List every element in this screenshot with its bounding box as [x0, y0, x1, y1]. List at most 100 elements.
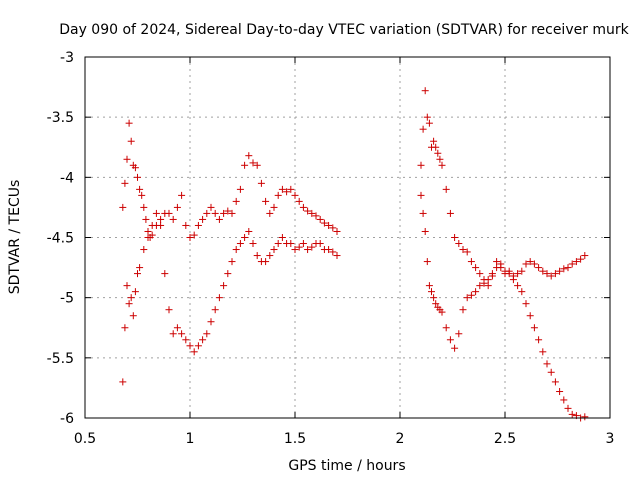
data-point	[526, 312, 534, 320]
data-point	[543, 270, 551, 278]
data-point	[131, 164, 139, 172]
data-point	[127, 137, 135, 145]
data-point	[178, 191, 186, 199]
data-point	[530, 324, 538, 332]
data-point	[291, 191, 299, 199]
data-point	[312, 212, 320, 220]
data-points	[119, 87, 589, 422]
y-axis-label: SDTVAR / TECUs	[7, 180, 23, 295]
data-point	[572, 258, 580, 266]
data-point	[581, 413, 589, 421]
data-point	[215, 215, 223, 223]
data-point	[232, 197, 240, 205]
data-point	[182, 221, 190, 229]
data-point	[463, 248, 471, 256]
data-point	[535, 264, 543, 272]
x-tick-label: 1.5	[284, 431, 306, 447]
data-point	[253, 161, 261, 169]
data-point	[560, 396, 568, 404]
data-point	[539, 348, 547, 356]
data-point	[165, 306, 173, 314]
data-point	[127, 294, 135, 302]
data-point	[194, 342, 202, 350]
data-point	[134, 173, 141, 181]
y-tick-label: -3	[60, 50, 74, 66]
data-point	[291, 246, 299, 254]
data-point	[434, 149, 442, 157]
data-point	[419, 209, 427, 217]
data-point	[308, 209, 316, 217]
data-point	[436, 155, 444, 163]
data-point	[136, 264, 144, 272]
data-point	[472, 264, 480, 272]
data-point	[493, 264, 501, 272]
data-point	[249, 240, 257, 248]
data-point	[220, 282, 228, 290]
data-point	[446, 209, 454, 217]
data-point	[274, 191, 282, 199]
data-point	[266, 209, 274, 217]
data-point	[463, 294, 471, 302]
data-point	[432, 300, 440, 308]
data-point	[432, 143, 440, 151]
data-point	[455, 240, 463, 248]
y-tick-label: -6	[60, 411, 74, 427]
data-point	[295, 243, 303, 251]
data-point	[173, 203, 181, 211]
x-tick-label: 1	[186, 431, 195, 447]
data-point	[207, 318, 215, 326]
data-point	[535, 336, 543, 344]
data-point	[560, 265, 568, 273]
data-point	[417, 161, 425, 169]
data-point	[451, 344, 459, 352]
data-point	[325, 246, 333, 254]
data-point	[245, 227, 253, 235]
y-tick-label: -4	[60, 170, 74, 186]
data-point	[488, 270, 496, 278]
data-point	[316, 215, 324, 223]
data-point	[459, 246, 467, 254]
data-point	[514, 282, 522, 290]
data-point	[169, 215, 177, 223]
data-point	[451, 234, 459, 241]
data-point	[119, 378, 127, 386]
data-point	[467, 258, 475, 266]
data-point	[278, 185, 286, 193]
data-point	[142, 215, 150, 223]
data-point	[125, 119, 133, 127]
data-point	[123, 282, 131, 290]
x-tick-label: 0.5	[74, 431, 96, 447]
data-point	[476, 282, 484, 290]
data-point	[236, 185, 244, 193]
data-point	[157, 215, 165, 223]
data-point	[438, 161, 446, 169]
data-point	[421, 227, 429, 235]
data-point	[283, 188, 291, 196]
y-tick-label: -3.5	[47, 110, 74, 126]
data-point	[442, 324, 450, 332]
data-point	[299, 240, 307, 248]
y-tick-label: -5	[60, 291, 74, 307]
data-point	[430, 294, 438, 302]
data-point	[199, 336, 207, 344]
data-point	[304, 207, 312, 215]
data-point	[125, 300, 133, 308]
data-point	[140, 246, 148, 254]
data-point	[530, 260, 538, 268]
data-point	[203, 330, 211, 338]
data-point	[518, 288, 526, 296]
data-point	[333, 252, 341, 260]
data-point	[211, 209, 219, 217]
data-point	[287, 240, 295, 248]
data-point	[190, 231, 198, 239]
x-tick-label: 2	[396, 431, 405, 447]
data-point	[484, 276, 492, 284]
data-point	[131, 288, 139, 296]
data-point	[295, 197, 303, 205]
data-point	[421, 87, 429, 95]
data-point	[121, 324, 129, 332]
data-point	[505, 267, 513, 275]
tick-layer: 0.5 1 1.5 2 2.5 3 -3 -3.5 -4 -4.5 -5 -5.5 -6	[47, 50, 615, 447]
data-point	[568, 260, 576, 268]
data-point	[215, 294, 223, 302]
